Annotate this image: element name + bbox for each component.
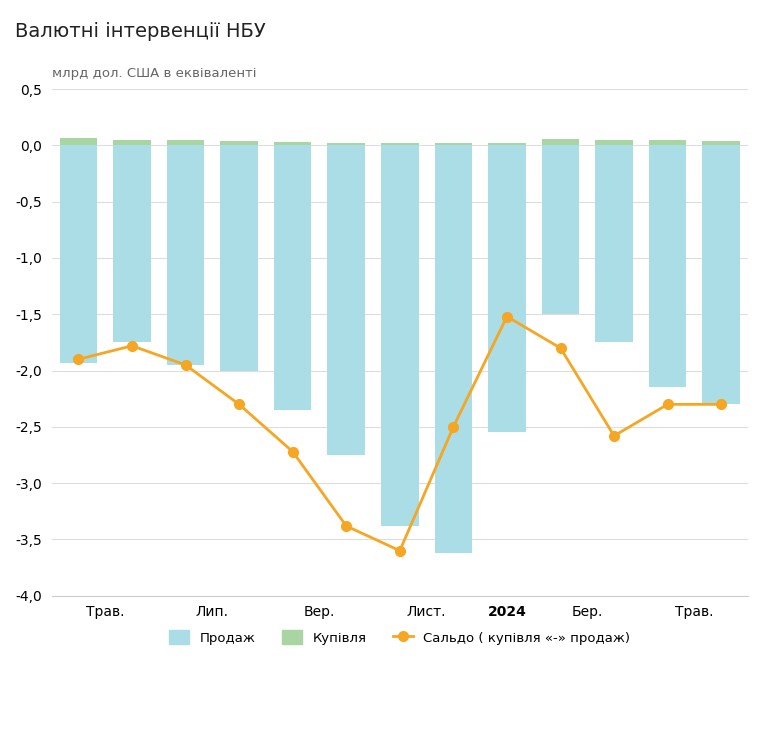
Сальдо ( купівля «-» продаж) xyxy=(342,521,351,530)
Сальдо ( купівля «-» продаж) xyxy=(234,400,243,409)
Сальдо ( купівля «-» продаж) xyxy=(502,312,511,321)
Bar xyxy=(381,143,419,145)
Bar xyxy=(327,145,365,455)
Сальдо ( купівля «-» продаж) xyxy=(74,355,83,364)
Bar xyxy=(221,145,258,371)
Bar xyxy=(595,139,633,145)
Сальдо ( купівля «-» продаж) xyxy=(610,431,619,440)
Сальдо ( купівля «-» продаж) xyxy=(395,546,404,555)
Bar xyxy=(167,145,204,365)
Line: Сальдо ( купівля «-» продаж): Сальдо ( купівля «-» продаж) xyxy=(73,312,726,556)
Bar xyxy=(703,145,740,404)
Bar xyxy=(327,143,365,145)
Bar xyxy=(274,142,311,145)
Сальдо ( купівля «-» продаж) xyxy=(127,342,137,350)
Bar xyxy=(60,137,97,145)
Сальдо ( купівля «-» продаж) xyxy=(663,400,672,409)
Bar xyxy=(113,139,151,145)
Сальдо ( купівля «-» продаж) xyxy=(556,344,565,353)
Bar xyxy=(167,139,204,145)
Bar xyxy=(274,145,311,410)
Legend: Продаж, Купівля, Сальдо ( купівля «-» продаж): Продаж, Купівля, Сальдо ( купівля «-» пр… xyxy=(164,625,636,650)
Bar xyxy=(113,145,151,342)
Bar xyxy=(488,143,526,145)
Bar xyxy=(595,145,633,342)
Bar xyxy=(649,139,687,145)
Bar xyxy=(649,145,687,388)
Bar xyxy=(381,145,419,526)
Bar xyxy=(488,145,526,432)
Bar xyxy=(60,145,97,363)
Сальдо ( купівля «-» продаж) xyxy=(449,423,458,431)
Bar xyxy=(542,139,579,145)
Bar xyxy=(542,145,579,315)
Text: Валютні інтервенції НБУ: Валютні інтервенції НБУ xyxy=(15,22,266,41)
Сальдо ( купівля «-» продаж) xyxy=(181,361,190,369)
Bar xyxy=(221,141,258,145)
Сальдо ( купівля «-» продаж) xyxy=(288,447,298,456)
Bar xyxy=(435,145,472,553)
Text: млрд дол. США в еквіваленті: млрд дол. США в еквіваленті xyxy=(52,67,256,80)
Сальдо ( купівля «-» продаж) xyxy=(716,400,726,409)
Bar xyxy=(703,141,740,145)
Bar xyxy=(435,143,472,145)
